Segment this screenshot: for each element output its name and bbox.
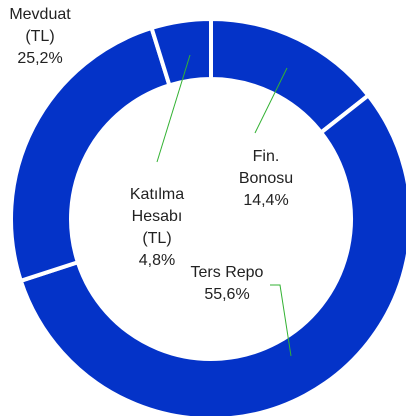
value-label: 55,6% — [204, 286, 250, 303]
category-label: Mevduat (TL) — [9, 6, 71, 45]
category-label: Katılma Hesabı (TL) — [129, 186, 185, 247]
value-label: 25,2% — [17, 50, 63, 67]
category-label: Fin. Bonosu — [238, 148, 294, 187]
leader-line — [254, 67, 288, 134]
donut-segment — [18, 92, 406, 416]
value-label: 14,4% — [243, 192, 289, 209]
donut-segment — [149, 16, 213, 88]
label: Ters Repo 55,6% — [182, 262, 272, 306]
label: Katılma Hesabı (TL) 4,8% — [120, 184, 194, 272]
label: Mevduat (TL) 25,2% — [0, 4, 80, 70]
label: Fin. Bonosu 14,4% — [232, 146, 300, 212]
leader-line — [156, 54, 191, 163]
leader-line — [270, 284, 292, 357]
value-label: 4,8% — [138, 252, 176, 269]
category-label: Ters Repo — [190, 264, 264, 281]
